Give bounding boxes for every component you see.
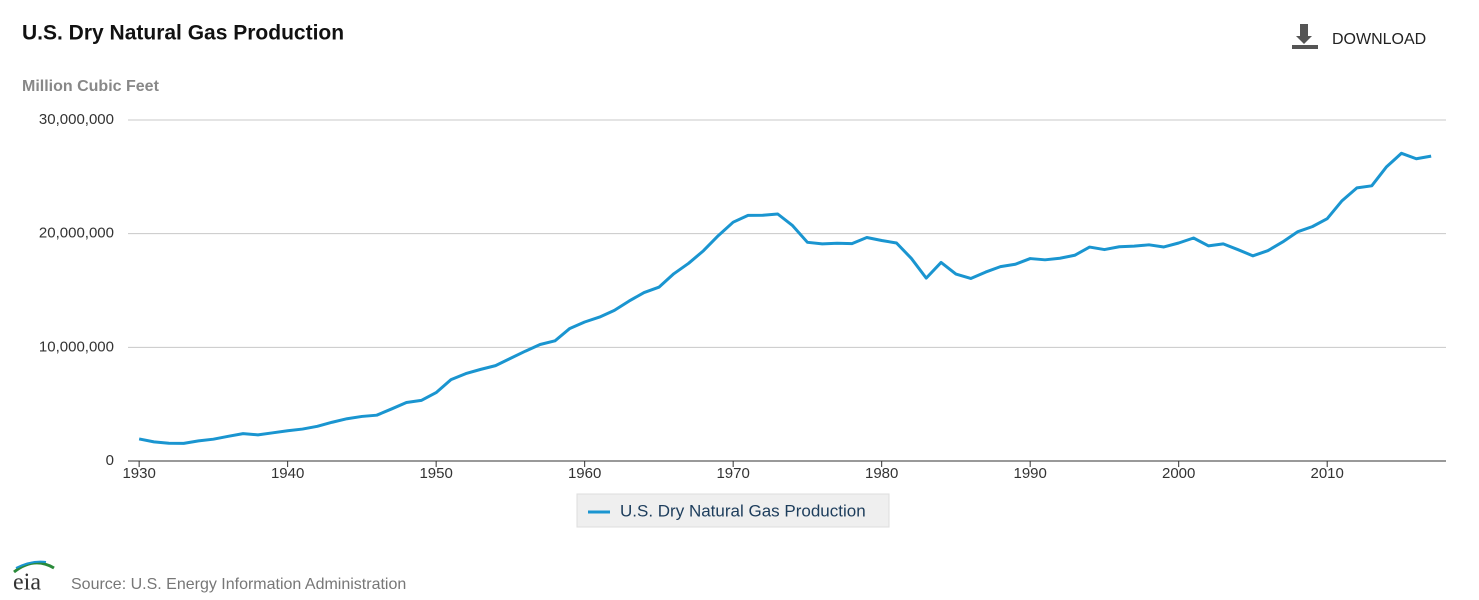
legend-box [576,493,890,528]
logo-text: eia [13,570,41,596]
y-tick-label: 0 [106,452,114,469]
download-icon [1296,36,1312,44]
logo-arc [15,560,47,569]
legend: U.S. Dry Natural Gas Production [576,493,890,528]
y-tick-label: 30,000,000 [39,111,114,128]
x-tick-label: 1970 [716,465,749,482]
x-tick-label: 2000 [1162,465,1195,482]
y-tick-label: 10,000,000 [39,338,114,355]
x-tick-label: 1940 [271,465,304,482]
x-tick-label: 1930 [122,465,155,482]
x-tick-label: 1950 [419,465,452,482]
source: Source: U.S. Energy Information Administ… [71,576,406,593]
chart-title: U.S. Dry Natural Gas Production [22,22,344,45]
logo: eia [13,560,55,596]
x-tick-label: 2010 [1311,465,1344,482]
x-tick-label: 1990 [1013,465,1046,482]
x-tick-label: 1980 [865,465,898,482]
y-tick-label: 20,000,000 [39,225,114,242]
download-icon [1292,45,1318,49]
x-tick-label: 1960 [568,465,601,482]
y-axis-label: Million Cubic Feet [22,78,160,95]
series-line [138,151,1432,445]
legend-label: U.S. Dry Natural Gas Production [620,501,866,520]
download-button[interactable]: DOWNLOAD [1292,24,1426,49]
download-label: DOWNLOAD [1332,31,1426,48]
download-icon [1300,24,1308,38]
